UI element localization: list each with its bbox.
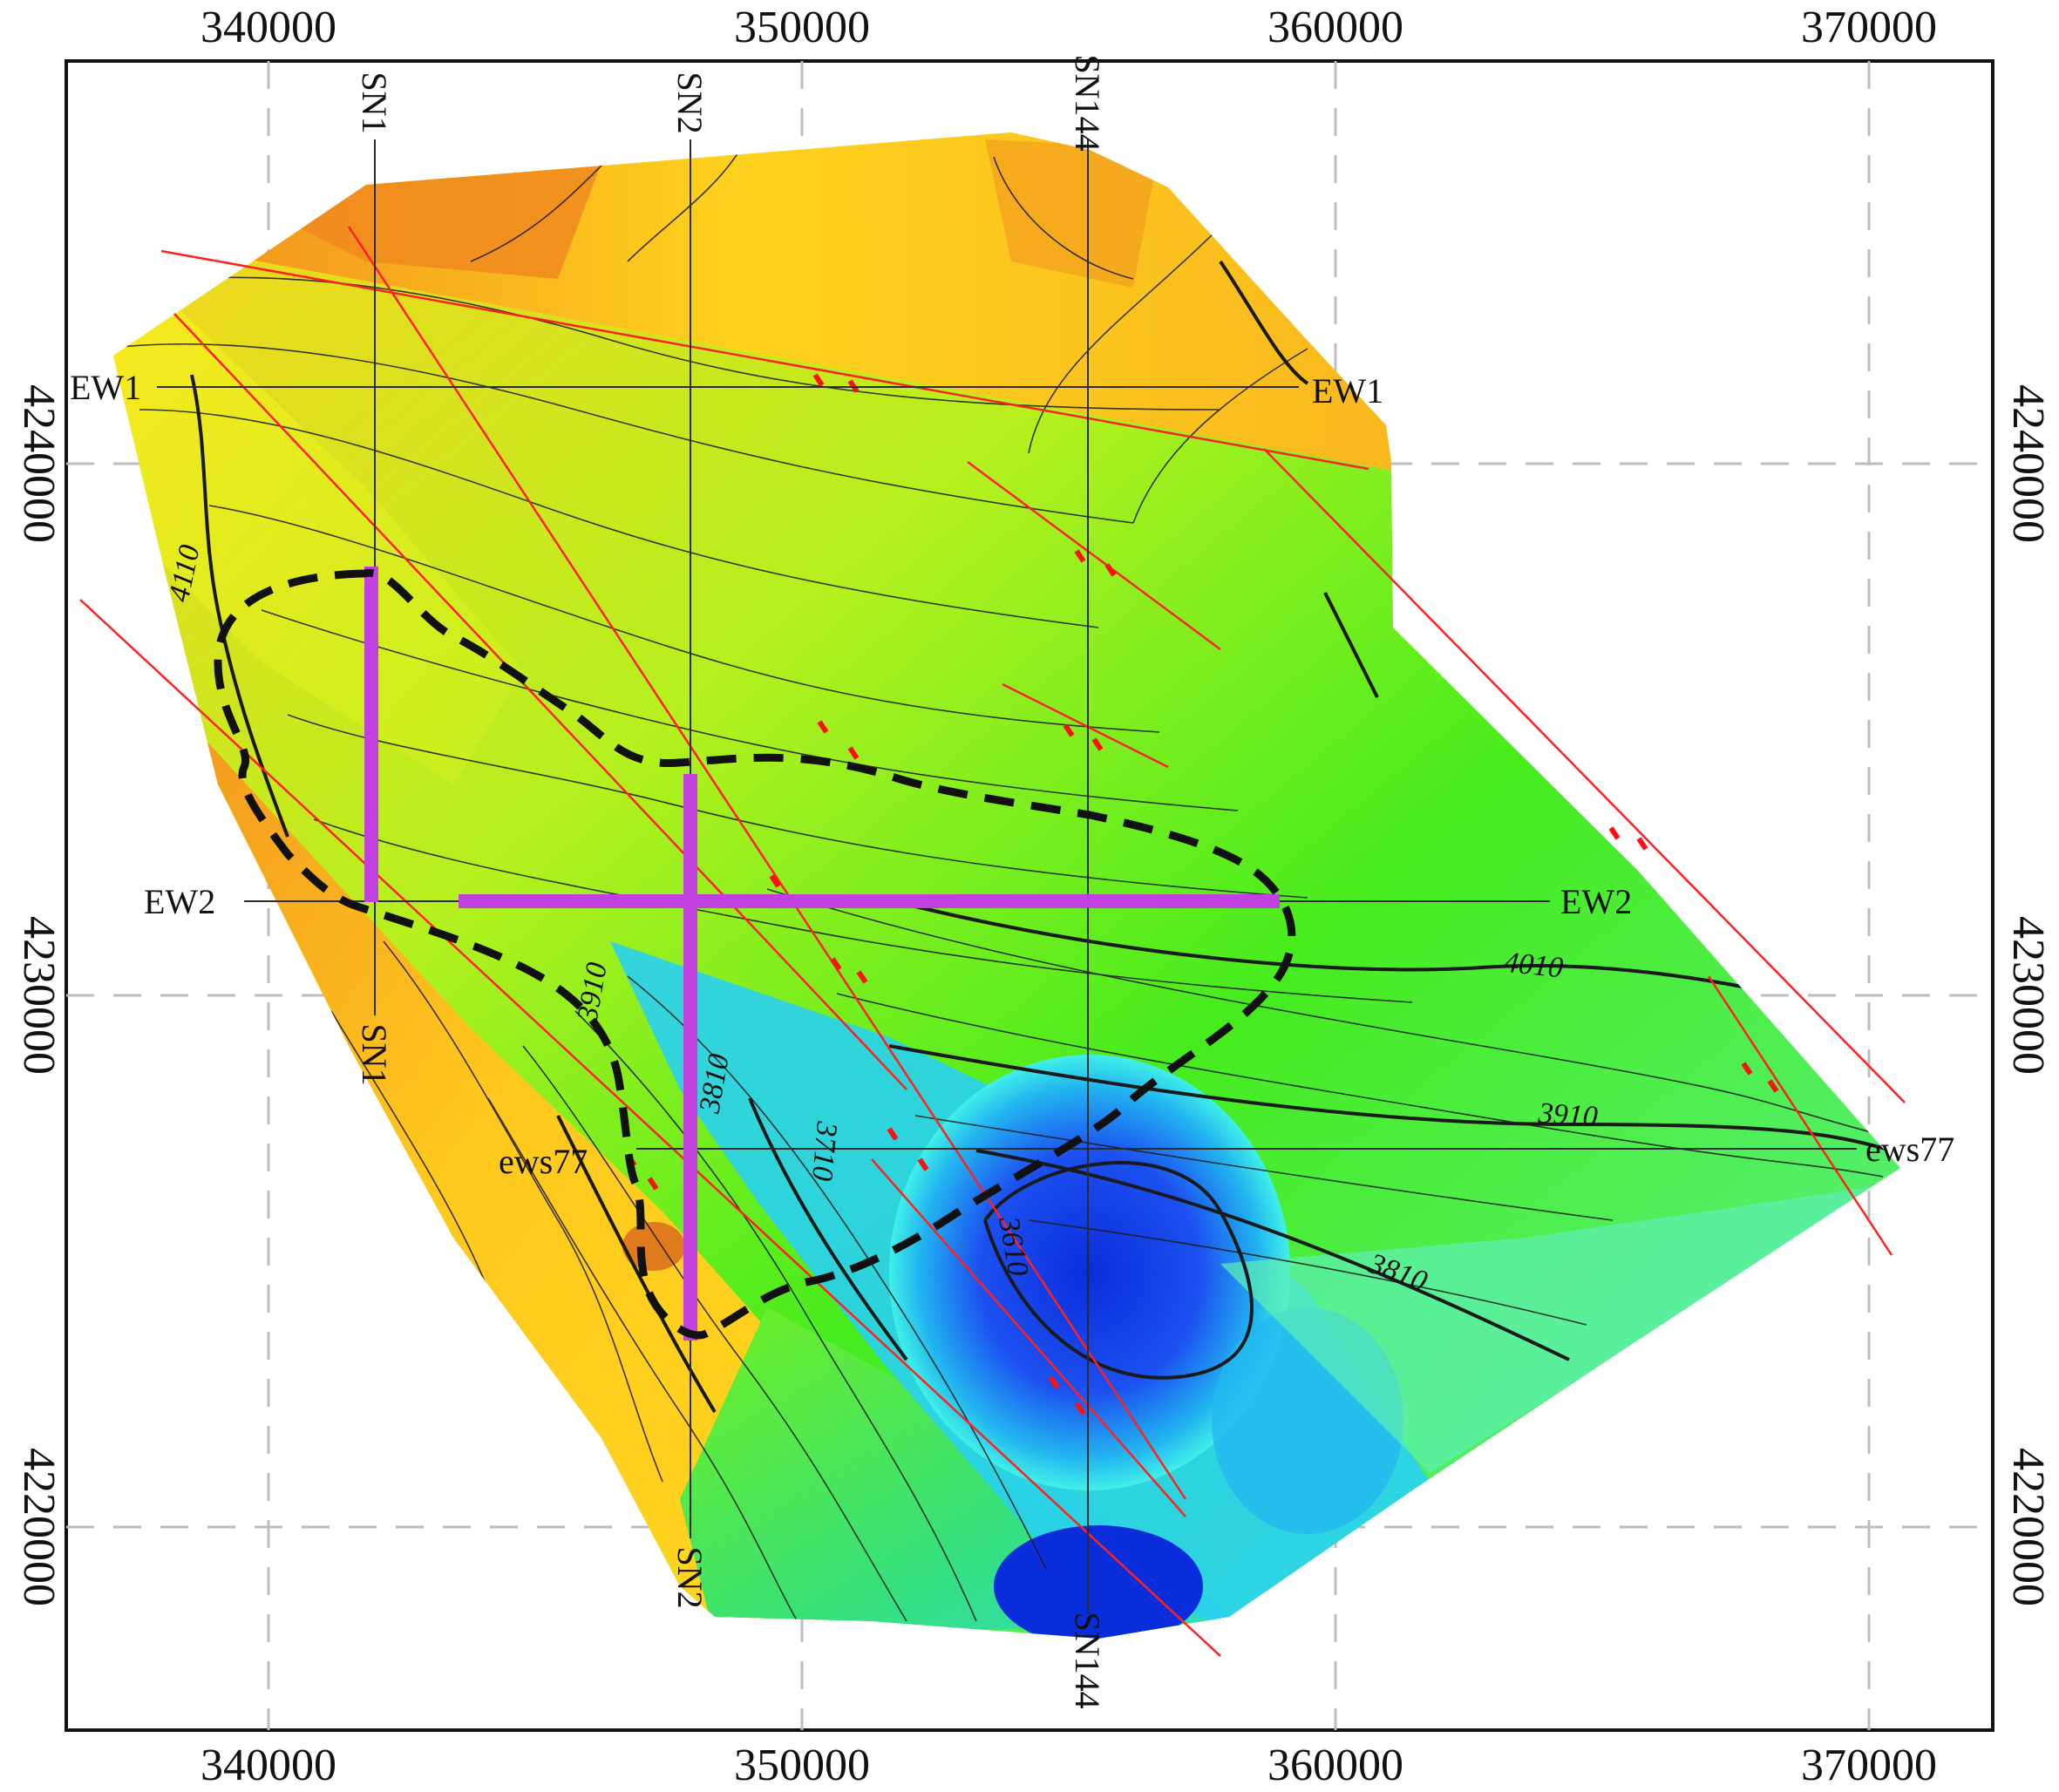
label-sn1-bottom: SN1 — [355, 1023, 394, 1085]
label-ew1-left: EW1 — [70, 368, 141, 407]
survey-line-labels: SN1 SN1 SN2 SN2 SN144 SN144 EW1 EW1 EW2 … — [70, 54, 1954, 1708]
target-boundary — [214, 568, 1296, 1340]
label-sn144-top: SN144 — [1068, 54, 1107, 151]
x-axis-top: 340000 350000 360000 370000 — [200, 3, 1937, 52]
x-tick-bottom: 350000 — [734, 1741, 870, 1790]
label-ews77-left: ews77 — [499, 1142, 588, 1181]
y-tick-left: 4220000 — [14, 1448, 64, 1606]
contour-label: 4010 — [1502, 947, 1564, 985]
fault-west-inner — [173, 313, 907, 1090]
contour-label: 3710 — [805, 1119, 843, 1182]
fault-west-outer — [79, 599, 1221, 1657]
fault-central — [347, 226, 1187, 1500]
label-sn144-bottom: SN144 — [1068, 1612, 1107, 1708]
x-tick-top: 340000 — [200, 3, 336, 52]
fault-lines — [79, 226, 1906, 1657]
y-tick-right: 4220000 — [2003, 1448, 2053, 1606]
x-tick-top: 350000 — [734, 3, 870, 52]
label-ew1-right: EW1 — [1312, 371, 1383, 411]
x-tick-top: 370000 — [1801, 3, 1937, 52]
label-sn2-top: SN2 — [670, 71, 710, 133]
y-tick-right: 4240000 — [2003, 384, 2053, 543]
label-sn2-bottom: SN2 — [670, 1546, 710, 1608]
y-tick-left: 4240000 — [14, 384, 64, 543]
fault-mid-short — [1002, 682, 1169, 769]
label-ews77-right: ews77 — [1865, 1130, 1954, 1169]
x-axis-bottom: 340000 350000 360000 370000 — [200, 1741, 1937, 1790]
fault-ne-short — [967, 460, 1221, 651]
label-sn1-top: SN1 — [355, 71, 394, 133]
contour-label: 3910 — [1537, 1097, 1599, 1134]
x-tick-bottom: 340000 — [200, 1741, 336, 1790]
contour-value-labels: 4110 4010 3910 3910 3810 3810 3710 3610 — [163, 542, 1599, 1298]
y-axis-right: 4240000 4230000 4220000 — [2003, 384, 2053, 1606]
label-ew2-right: EW2 — [1560, 882, 1632, 921]
y-tick-right: 4230000 — [2003, 916, 2053, 1075]
x-tick-top: 360000 — [1267, 3, 1403, 52]
label-ew2-left: EW2 — [144, 882, 215, 921]
fault-ticks — [625, 373, 1779, 1415]
fault-se — [1707, 975, 1893, 1256]
y-tick-left: 4230000 — [14, 916, 64, 1075]
x-tick-bottom: 370000 — [1801, 1741, 1937, 1790]
y-axis-left: 4240000 4230000 4220000 — [14, 384, 64, 1606]
fault-east — [1263, 448, 1906, 1103]
fault-north — [160, 249, 1369, 471]
x-tick-bottom: 360000 — [1267, 1741, 1403, 1790]
fault-se-long — [871, 1158, 1186, 1517]
highlighted-profiles — [364, 567, 1280, 1341]
